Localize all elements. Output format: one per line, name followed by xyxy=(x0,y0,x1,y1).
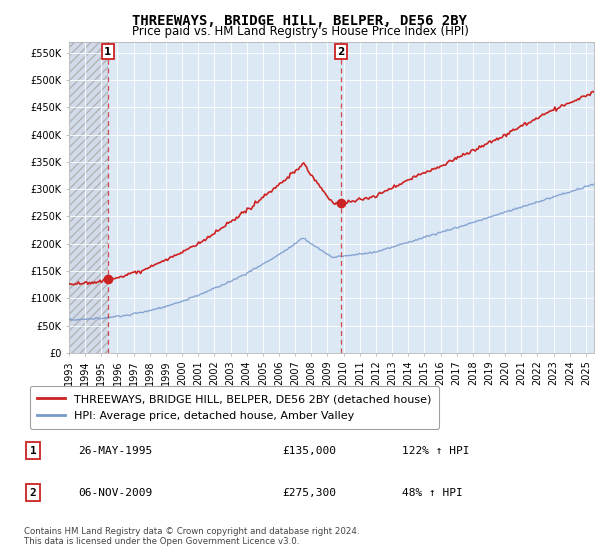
Text: THREEWAYS, BRIDGE HILL, BELPER, DE56 2BY: THREEWAYS, BRIDGE HILL, BELPER, DE56 2BY xyxy=(133,14,467,28)
Text: 2: 2 xyxy=(29,488,37,498)
Text: £275,300: £275,300 xyxy=(282,488,336,498)
Text: 26-MAY-1995: 26-MAY-1995 xyxy=(78,446,152,456)
Text: 48% ↑ HPI: 48% ↑ HPI xyxy=(402,488,463,498)
Bar xyxy=(69,42,108,353)
Text: 122% ↑ HPI: 122% ↑ HPI xyxy=(402,446,470,456)
Legend: THREEWAYS, BRIDGE HILL, BELPER, DE56 2BY (detached house), HPI: Average price, d: THREEWAYS, BRIDGE HILL, BELPER, DE56 2BY… xyxy=(29,386,439,428)
Text: 1: 1 xyxy=(104,46,112,57)
Text: 2: 2 xyxy=(338,46,345,57)
Text: £135,000: £135,000 xyxy=(282,446,336,456)
Text: Price paid vs. HM Land Registry's House Price Index (HPI): Price paid vs. HM Land Registry's House … xyxy=(131,25,469,38)
Text: Contains HM Land Registry data © Crown copyright and database right 2024.
This d: Contains HM Land Registry data © Crown c… xyxy=(24,526,359,546)
Text: 06-NOV-2009: 06-NOV-2009 xyxy=(78,488,152,498)
Text: 1: 1 xyxy=(29,446,37,456)
